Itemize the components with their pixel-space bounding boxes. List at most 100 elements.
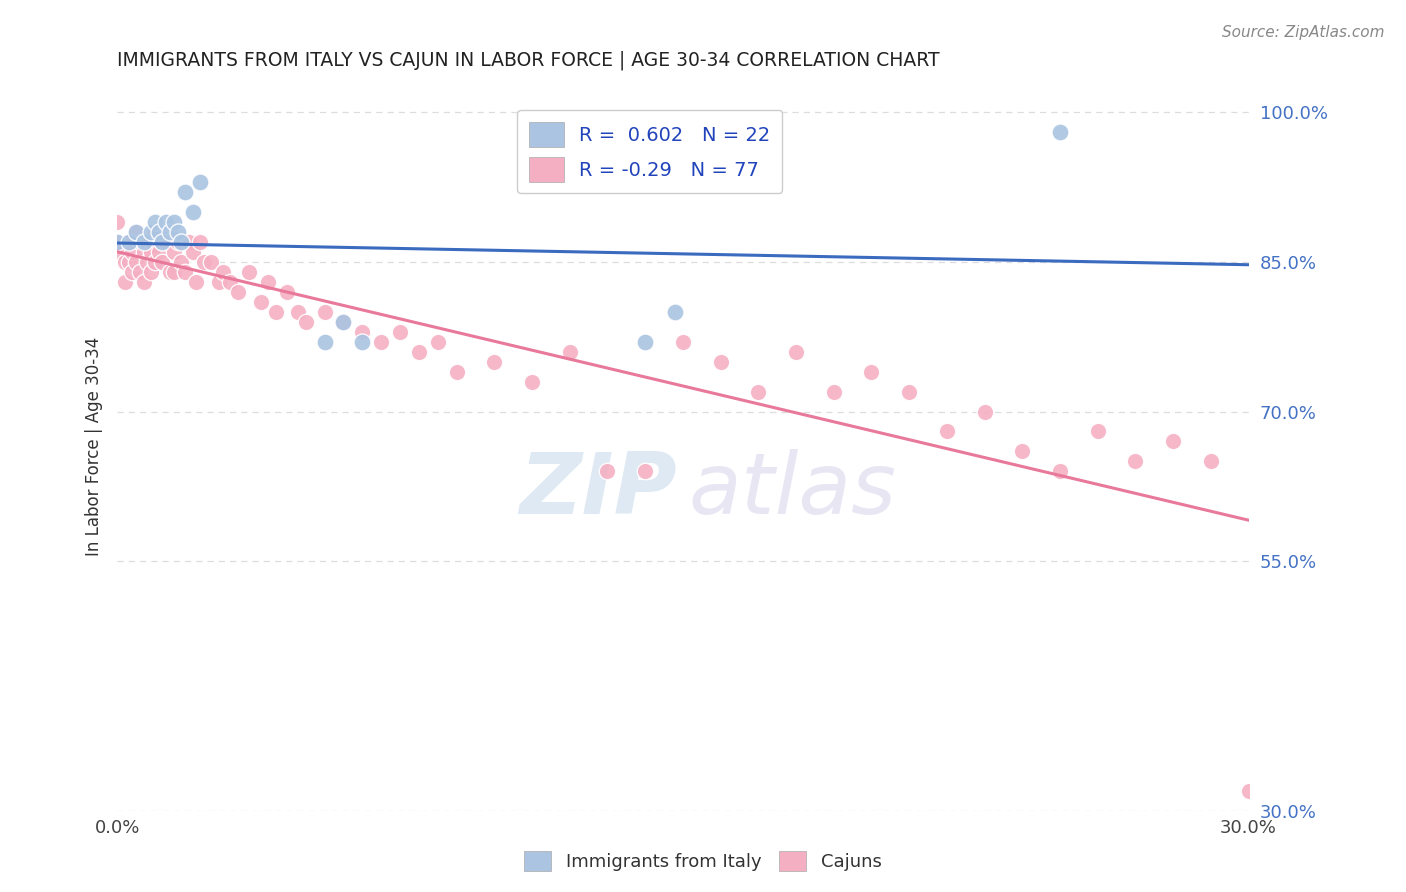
Point (860, 365, 883, 379)
Point (332, 315, 354, 329)
Point (520, 375, 543, 389)
Point (352, 334, 374, 349)
Point (973, 404, 995, 418)
Point (257, 275, 280, 289)
Point (152, 255, 174, 269)
Point (159, 265, 181, 279)
Point (148, 225, 170, 239)
Point (121, 244, 143, 259)
Point (163, 244, 186, 259)
Point (332, 315, 354, 329)
Point (139, 244, 162, 259)
Point (823, 384, 845, 399)
Point (117, 235, 139, 249)
Point (672, 334, 695, 349)
Point (125, 225, 148, 239)
Point (314, 305, 336, 319)
Point (143, 255, 166, 269)
Point (181, 205, 204, 219)
Point (1011, 444, 1033, 458)
Point (132, 244, 155, 259)
Point (1049, 464, 1071, 478)
Point (110, 244, 132, 259)
Point (408, 344, 430, 359)
Point (136, 235, 159, 249)
Point (152, 235, 174, 249)
Point (249, 294, 271, 309)
Point (634, 334, 657, 349)
Point (170, 255, 193, 269)
Point (139, 225, 162, 239)
Point (163, 215, 186, 229)
Point (117, 255, 139, 269)
Point (785, 344, 807, 359)
Text: IMMIGRANTS FROM ITALY VS CAJUN IN LABOR FORCE | AGE 30-34 CORRELATION CHART: IMMIGRANTS FROM ITALY VS CAJUN IN LABOR … (117, 51, 939, 70)
Point (426, 334, 449, 349)
Point (166, 235, 188, 249)
Point (634, 464, 657, 478)
Point (177, 235, 200, 249)
Point (898, 384, 921, 399)
Point (174, 265, 197, 279)
Point (1049, 125, 1071, 139)
Point (188, 235, 211, 249)
Point (143, 215, 166, 229)
Point (114, 255, 136, 269)
Point (166, 225, 188, 239)
Point (558, 344, 581, 359)
Point (181, 244, 204, 259)
Point (143, 225, 166, 239)
Point (174, 185, 197, 199)
Point (136, 255, 159, 269)
Point (935, 425, 957, 439)
Text: atlas: atlas (689, 449, 897, 532)
Point (125, 255, 148, 269)
Point (484, 354, 506, 368)
Point (188, 175, 211, 189)
Point (1161, 434, 1184, 449)
Point (155, 215, 177, 229)
Text: ZIP: ZIP (520, 449, 678, 532)
Point (747, 384, 769, 399)
Point (219, 275, 242, 289)
Point (710, 354, 733, 368)
Point (125, 225, 148, 239)
Point (132, 275, 155, 289)
Point (1087, 425, 1109, 439)
Point (446, 365, 468, 379)
Point (163, 265, 186, 279)
Point (159, 225, 181, 239)
Point (186, 275, 208, 289)
Point (211, 265, 233, 279)
Legend: Immigrants from Italy, Cajuns: Immigrants from Italy, Cajuns (517, 844, 889, 879)
Point (264, 305, 287, 319)
Point (117, 235, 139, 249)
Point (114, 275, 136, 289)
Point (664, 305, 686, 319)
Point (155, 235, 177, 249)
Point (128, 235, 150, 249)
Point (132, 235, 155, 249)
Point (152, 235, 174, 249)
Point (105, 215, 128, 229)
Point (1237, 783, 1260, 797)
Point (105, 235, 128, 249)
Point (238, 265, 260, 279)
Point (276, 285, 298, 299)
Text: Source: ZipAtlas.com: Source: ZipAtlas.com (1222, 25, 1385, 40)
Point (200, 255, 222, 269)
Point (193, 255, 215, 269)
Point (148, 244, 170, 259)
Legend: R =  0.602   N = 22, R = -0.29   N = 77: R = 0.602 N = 22, R = -0.29 N = 77 (517, 111, 782, 194)
Point (128, 265, 150, 279)
Point (314, 334, 336, 349)
Point (1125, 454, 1147, 468)
Point (1199, 454, 1222, 468)
Y-axis label: In Labor Force | Age 30-34: In Labor Force | Age 30-34 (86, 337, 103, 556)
Point (596, 464, 619, 478)
Point (170, 235, 193, 249)
Point (208, 275, 231, 289)
Point (352, 325, 374, 339)
Point (226, 285, 249, 299)
Point (121, 265, 143, 279)
